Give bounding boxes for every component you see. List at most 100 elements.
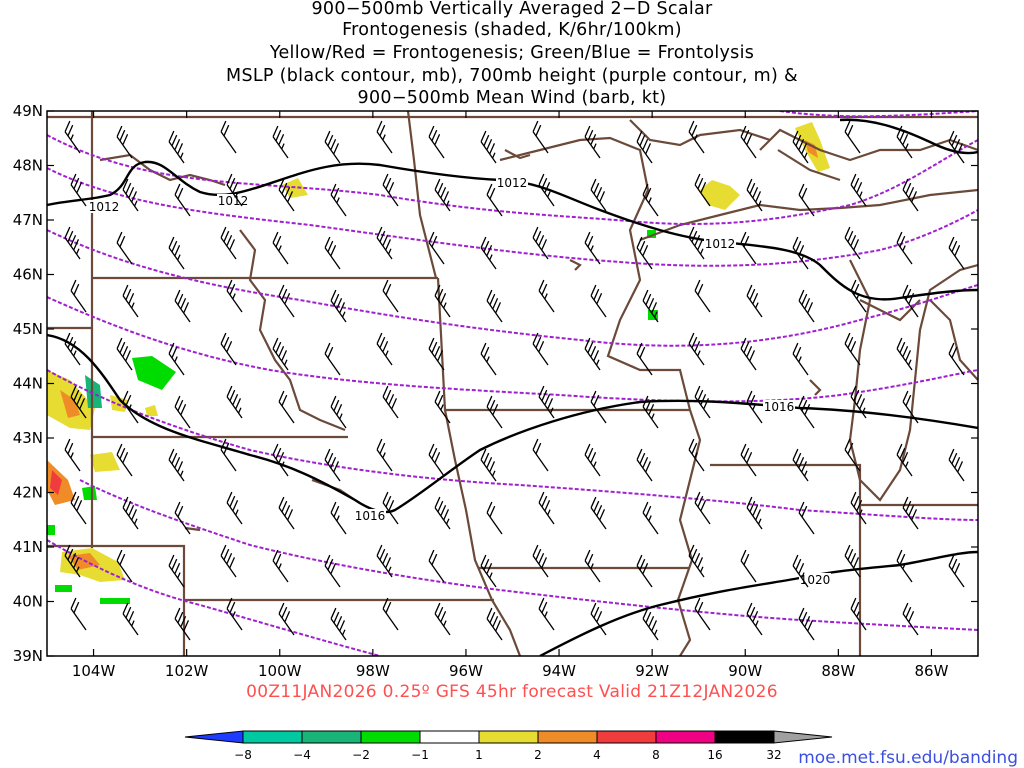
wind-barb (584, 549, 601, 583)
wind-barb (740, 337, 757, 371)
wind-barb (168, 130, 185, 164)
wind-barb (948, 342, 965, 376)
wind-barb (902, 178, 919, 212)
wind-barb (688, 544, 705, 578)
wind-barb (694, 385, 711, 419)
wind-barb (428, 443, 445, 477)
wind-barb (428, 549, 445, 583)
wind-barb (434, 178, 451, 212)
wind-barb (64, 120, 81, 154)
title-line-3: Yellow/Red = Frontogenesis; Green/Blue =… (269, 43, 755, 63)
colorbar-segment (419, 730, 480, 744)
wind-barb (584, 443, 601, 477)
wind-barb (532, 544, 549, 578)
wind-barb (688, 438, 705, 472)
wind-barb (850, 279, 867, 313)
wind-barb (798, 501, 815, 535)
lat-label: 45N (13, 320, 43, 338)
wind-barb (746, 178, 763, 212)
wind-barb (486, 289, 503, 323)
wind-barb (694, 279, 711, 313)
lon-label: 102W (165, 662, 209, 680)
wind-barb (278, 496, 295, 530)
wind-barb (278, 602, 295, 636)
colorbar-tick-label: 16 (707, 748, 722, 762)
lat-label: 40N (13, 593, 43, 611)
latitude-labels: 49N 48N 47N 46N 45N 44N 43N 42N 41N 40N 39N (13, 102, 43, 665)
lat-label: 43N (13, 429, 43, 447)
wind-barb (590, 284, 607, 318)
wind-barb (382, 491, 399, 525)
wind-barb (948, 236, 965, 270)
wind-barb (792, 236, 809, 270)
isobar-label: 1016 (764, 400, 795, 414)
wind-barb (64, 438, 81, 472)
lat-label: 46N (13, 266, 43, 284)
wind-barb (376, 544, 393, 578)
wind-barb (382, 597, 399, 631)
wind-barb (740, 443, 757, 477)
wind-barb (746, 284, 763, 318)
wind-barb (486, 395, 503, 429)
wind-barb (636, 448, 653, 482)
wind-barb (792, 554, 809, 588)
wind-barb (480, 448, 497, 482)
isobar-label: 1016 (355, 509, 386, 523)
colorbar-tick-label: −8 (234, 748, 252, 762)
wind-barb (902, 390, 919, 424)
wind-barb (434, 390, 451, 424)
wind-barb (330, 607, 347, 641)
wind-barb (538, 173, 555, 207)
wind-barb (278, 284, 295, 318)
wind-barb (486, 183, 503, 217)
wind-barb (844, 544, 861, 578)
lon-label: 100W (258, 662, 302, 680)
lon-label: 86W (914, 662, 948, 680)
wind-barb (122, 496, 139, 530)
plot-frame (46, 110, 979, 657)
wind-barb (272, 231, 289, 265)
wind-barb (850, 173, 867, 207)
wind-barb (278, 178, 295, 212)
wind-barb (70, 279, 87, 313)
wind-barb (746, 602, 763, 636)
wind-barb (428, 337, 445, 371)
wind-barb (376, 332, 393, 366)
credit-link[interactable]: moe.met.fsu.edu/banding (798, 748, 1018, 768)
wind-barb (792, 130, 809, 164)
wind-barb (850, 597, 867, 631)
wind-barb (220, 120, 237, 154)
wind-barb (168, 236, 185, 270)
colorbar-tick-label: 1 (475, 748, 483, 762)
isobar-contours (47, 118, 978, 656)
lat-label: 39N (13, 647, 43, 665)
wind-barb (590, 496, 607, 530)
wind-barb (324, 448, 341, 482)
wind-barb (688, 332, 705, 366)
wind-barb (584, 231, 601, 265)
wind-barb (272, 337, 289, 371)
colorbar-segment (478, 730, 539, 744)
wind-barb (174, 395, 191, 429)
wind-barb (642, 289, 659, 323)
wind-barb (376, 120, 393, 154)
wind-barb (896, 125, 913, 159)
wind-barb (174, 183, 191, 217)
wind-barb (902, 602, 919, 636)
wind-barb (226, 597, 243, 631)
wind-barb (902, 496, 919, 530)
lon-label: 94W (542, 662, 576, 680)
wind-barb (642, 607, 659, 641)
wind-barb (168, 448, 185, 482)
wind-barb (174, 289, 191, 323)
wind-barb (330, 395, 347, 429)
wind-barb (636, 130, 653, 164)
wind-barb (272, 549, 289, 583)
wind-barbs (64, 120, 965, 641)
isobar-label: 1012 (89, 200, 120, 214)
colorbar-tick-label: 2 (534, 748, 542, 762)
lon-label: 104W (72, 662, 116, 680)
wind-barb (324, 342, 341, 376)
wind-barb (434, 496, 451, 530)
